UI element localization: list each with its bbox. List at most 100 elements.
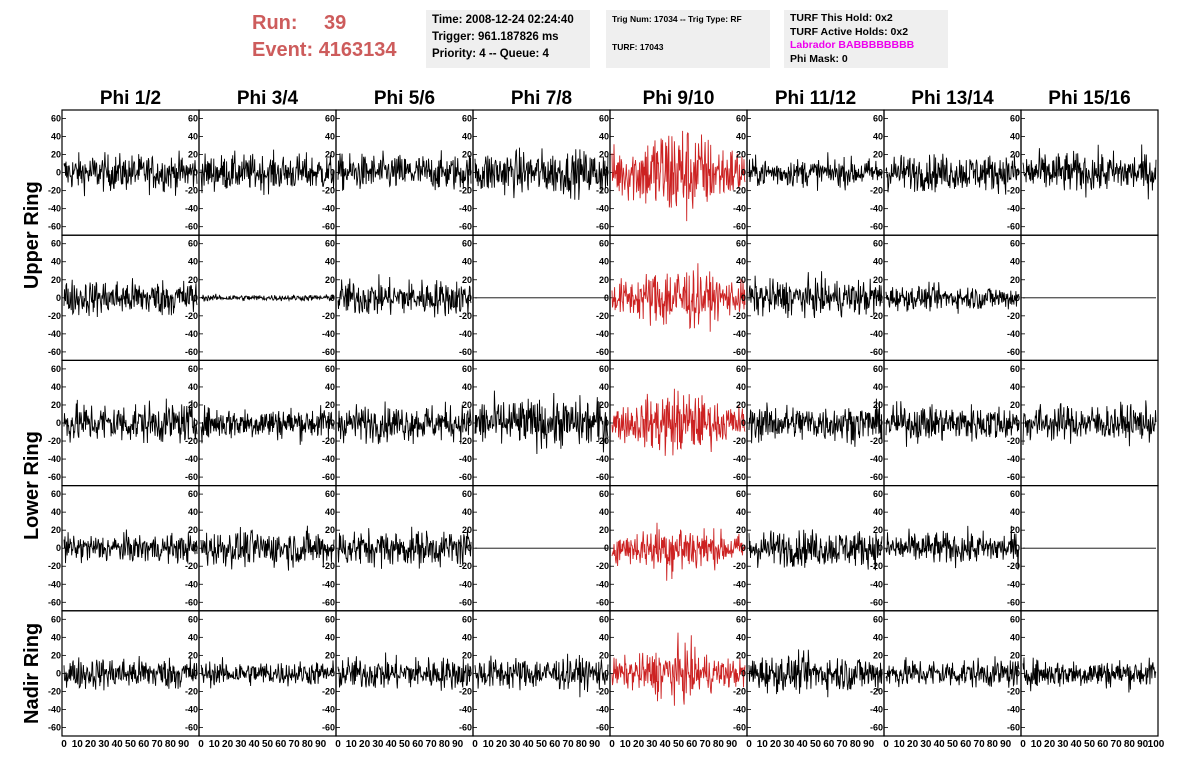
y-tick-label: 60 bbox=[599, 239, 609, 249]
y-tick-label: 20 bbox=[1010, 650, 1020, 660]
y-tick-label: 40 bbox=[1010, 507, 1020, 517]
waveform-trace bbox=[885, 153, 1020, 195]
y-tick-label: 0 bbox=[604, 668, 609, 678]
y-tick-label: 60 bbox=[736, 364, 746, 374]
waveform-panel: -60 -40 -20 0 20 40 60 bbox=[870, 234, 1022, 361]
waveform-trace bbox=[337, 526, 472, 569]
y-tick-label: -40 bbox=[459, 704, 472, 714]
y-tick-label: 40 bbox=[736, 132, 746, 142]
y-tick-label: -20 bbox=[48, 436, 61, 446]
y-tick-label: -60 bbox=[185, 722, 198, 732]
y-tick-label: -20 bbox=[596, 186, 609, 196]
x-tick-label: 90 bbox=[452, 739, 464, 750]
waveform-panel: -60 -40 -20 0 20 40 60 bbox=[596, 234, 748, 361]
y-tick-label: 40 bbox=[599, 257, 609, 267]
waveform-trace bbox=[611, 632, 746, 706]
y-tick-label: 40 bbox=[873, 632, 883, 642]
y-tick-label: 40 bbox=[599, 382, 609, 392]
waveform-panel: -60 -40 -20 0 20 40 60 bbox=[322, 485, 474, 612]
y-tick-label: 60 bbox=[599, 489, 609, 499]
y-tick-label: 40 bbox=[462, 132, 472, 142]
x-tick-label: 0 bbox=[61, 739, 67, 750]
x-tick-label: 60 bbox=[275, 739, 287, 750]
y-tick-label: -60 bbox=[322, 472, 335, 482]
column-title: Phi 9/10 bbox=[643, 88, 715, 109]
x-tick-label: 80 bbox=[576, 739, 588, 750]
x-tick-label: 30 bbox=[783, 739, 795, 750]
y-tick-label: 20 bbox=[736, 400, 746, 410]
y-tick-label: 40 bbox=[462, 382, 472, 392]
waveform-trace bbox=[474, 653, 609, 698]
y-tick-label: -40 bbox=[1007, 704, 1020, 714]
y-tick-label: -20 bbox=[733, 311, 746, 321]
x-tick-label: 90 bbox=[589, 739, 601, 750]
y-tick-label: 40 bbox=[188, 382, 198, 392]
y-tick-label: -20 bbox=[48, 561, 61, 571]
x-tick-label: 40 bbox=[112, 739, 124, 750]
y-tick-label: 60 bbox=[188, 239, 198, 249]
y-tick-label: 40 bbox=[736, 632, 746, 642]
y-tick-label: -60 bbox=[185, 347, 198, 357]
y-tick-label: 60 bbox=[873, 489, 883, 499]
y-tick-label: 0 bbox=[1015, 168, 1020, 178]
waveform-panel: -60 -40 -20 0 20 40 60 bbox=[48, 485, 200, 612]
y-tick-label: 20 bbox=[873, 150, 883, 160]
y-tick-label: -60 bbox=[596, 597, 609, 607]
y-tick-label: -60 bbox=[733, 597, 746, 607]
labrador-line: Labrador BABBBBBBBB bbox=[790, 39, 915, 51]
y-tick-label: 40 bbox=[325, 132, 335, 142]
turf-info-box: TURF This Hold: 0x2 TURF Active Holds: 0… bbox=[784, 10, 948, 68]
y-tick-label: -60 bbox=[185, 222, 198, 232]
x-tick-label: 80 bbox=[850, 739, 862, 750]
x-tick-label: 70 bbox=[426, 739, 438, 750]
y-tick-label: -60 bbox=[459, 222, 472, 232]
y-tick-label: 60 bbox=[873, 364, 883, 374]
y-tick-label: 20 bbox=[462, 275, 472, 285]
waveform-panel: -60 -40 -20 0 20 40 60 bbox=[870, 109, 1022, 236]
y-tick-label: 20 bbox=[736, 525, 746, 535]
y-tick-label: 40 bbox=[1010, 632, 1020, 642]
y-tick-label: 40 bbox=[462, 507, 472, 517]
x-tick-label: 90 bbox=[315, 739, 327, 750]
waveform-panel: -60 -40 -20 0 20 40 60 bbox=[733, 485, 885, 612]
x-tick-label: 70 bbox=[152, 739, 164, 750]
waveform-panel: -60 -40 -20 0 20 40 60 bbox=[870, 359, 1022, 487]
column-title: Phi 15/16 bbox=[1048, 88, 1130, 109]
x-tick-label: 80 bbox=[165, 739, 177, 750]
y-tick-label: 60 bbox=[188, 114, 198, 124]
waveform-trace bbox=[611, 522, 746, 581]
y-tick-label: -40 bbox=[185, 329, 198, 339]
y-tick-label: 0 bbox=[604, 293, 609, 303]
x-tick-label: 20 bbox=[85, 739, 97, 750]
y-tick-label: 20 bbox=[599, 400, 609, 410]
waveform-trace bbox=[885, 525, 1020, 570]
column-title: Phi 1/2 bbox=[100, 88, 161, 109]
y-tick-label: 0 bbox=[604, 418, 609, 428]
y-tick-label: -60 bbox=[733, 222, 746, 232]
y-tick-label: -20 bbox=[1007, 436, 1020, 446]
y-tick-label: 20 bbox=[1010, 400, 1020, 410]
y-tick-label: 20 bbox=[188, 275, 198, 285]
y-tick-label: 60 bbox=[873, 239, 883, 249]
trigger-line: Trigger: 961.187826 ms bbox=[432, 31, 559, 43]
y-tick-label: 40 bbox=[188, 257, 198, 267]
y-tick-label: -40 bbox=[459, 454, 472, 464]
y-tick-label: 40 bbox=[736, 507, 746, 517]
y-tick-label: 20 bbox=[188, 150, 198, 160]
y-tick-label: -20 bbox=[1007, 561, 1020, 571]
y-tick-label: -20 bbox=[596, 561, 609, 571]
waveform-panel: -60 -40 -20 0 20 40 60 bbox=[322, 234, 474, 361]
waveform-trace bbox=[1022, 144, 1157, 200]
waveform-panel: -60 -40 -20 0 20 40 60 bbox=[185, 485, 337, 612]
y-tick-label: -20 bbox=[733, 561, 746, 571]
x-tick-label: 20 bbox=[1044, 739, 1056, 750]
y-tick-label: -60 bbox=[733, 472, 746, 482]
y-tick-label: 0 bbox=[878, 668, 883, 678]
waveform-trace bbox=[474, 390, 609, 455]
waveform-panel: -60 -40 -20 0 20 40 60 bbox=[459, 234, 611, 361]
y-tick-label: 40 bbox=[873, 507, 883, 517]
waveform-panel: -60 -40 -20 0 20 40 60 bbox=[459, 485, 611, 612]
waveform-trace bbox=[885, 401, 1020, 447]
y-tick-label: -40 bbox=[870, 704, 883, 714]
y-tick-label: 60 bbox=[1010, 614, 1020, 624]
